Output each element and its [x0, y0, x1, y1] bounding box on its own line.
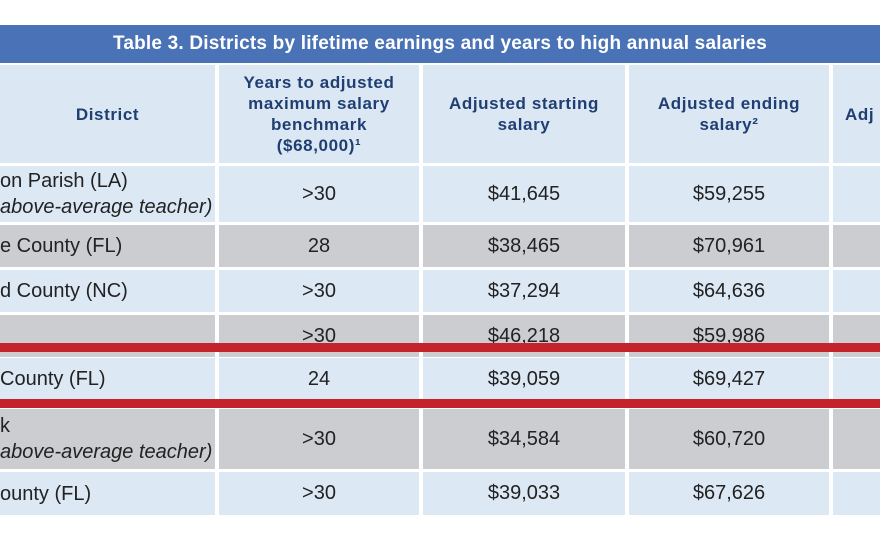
- header-start-label: Adjusted starting salary: [449, 94, 599, 134]
- table-cell-start: $37,294: [423, 270, 625, 312]
- table-row-district: ounty (FL): [0, 472, 215, 515]
- district-note: above-average teacher): [0, 196, 213, 218]
- table-cell-end: $60,720: [629, 409, 829, 469]
- table-cell-partial: [833, 472, 880, 515]
- header-end: Adjusted ending salary²: [629, 65, 829, 163]
- cell-text: $46,218: [487, 325, 561, 347]
- district-name: e County (FL): [0, 235, 123, 257]
- table-cell-end: $64,636: [629, 270, 829, 312]
- table-cell-partial: [833, 270, 880, 312]
- table-cell-end: $67,626: [629, 472, 829, 515]
- district-name: County (FL): [0, 368, 106, 390]
- table-row-district: k above-average teacher): [0, 409, 215, 469]
- table-cell-end: $70,961: [629, 225, 829, 267]
- table-cell-years: 28: [219, 225, 419, 267]
- table-title: Table 3. Districts by lifetime earnings …: [0, 25, 880, 63]
- table-cell-partial: [833, 166, 880, 222]
- header-partial-label: Adj: [845, 104, 875, 124]
- table-row-district: d County (NC): [0, 270, 215, 312]
- table-cell-years: >30: [219, 409, 419, 469]
- header-partial: Adj: [833, 65, 880, 163]
- table-cell-years: >30: [219, 472, 419, 515]
- table-cell-partial: [833, 358, 880, 400]
- table-cell-start: $39,059: [423, 358, 625, 400]
- header-district: District: [0, 65, 215, 163]
- table-row-district: on Parish (LA) above-average teacher): [0, 166, 215, 222]
- header-start: Adjusted starting salary: [423, 65, 625, 163]
- table-cell-start: $34,584: [423, 409, 625, 469]
- header-district-label: District: [75, 104, 140, 124]
- header-years: Years to adjusted maximum salary benchma…: [219, 65, 419, 163]
- district-name: k: [0, 415, 10, 437]
- district-name: on Parish (LA): [0, 170, 128, 192]
- table-cell-start: $39,033: [423, 472, 625, 515]
- district-name: d County (NC): [0, 280, 128, 302]
- table-cell-start: $38,465: [423, 225, 625, 267]
- header-years-label: Years to adjusted maximum salary benchma…: [243, 73, 395, 155]
- district-note: above-average teacher): [0, 441, 213, 463]
- table-cell-partial: [833, 225, 880, 267]
- table-row-district: e County (FL): [0, 225, 215, 267]
- table-cell-years: >30: [219, 270, 419, 312]
- table-row-district: County (FL): [0, 358, 215, 400]
- table-cell-start: $41,645: [423, 166, 625, 222]
- table-cell-years: 24: [219, 358, 419, 400]
- highlight-line-bottom: [0, 399, 880, 408]
- table-cell-end: $69,427: [629, 358, 829, 400]
- cell-text: $59,986: [692, 325, 766, 347]
- table-cell-partial: [833, 409, 880, 469]
- cell-text: >30: [302, 325, 336, 347]
- highlight-line-top: [0, 343, 880, 352]
- table-cell-years: >30: [219, 166, 419, 222]
- table-cell-end: $59,255: [629, 166, 829, 222]
- header-end-label: Adjusted ending salary²: [657, 94, 801, 134]
- district-name: ounty (FL): [0, 482, 92, 505]
